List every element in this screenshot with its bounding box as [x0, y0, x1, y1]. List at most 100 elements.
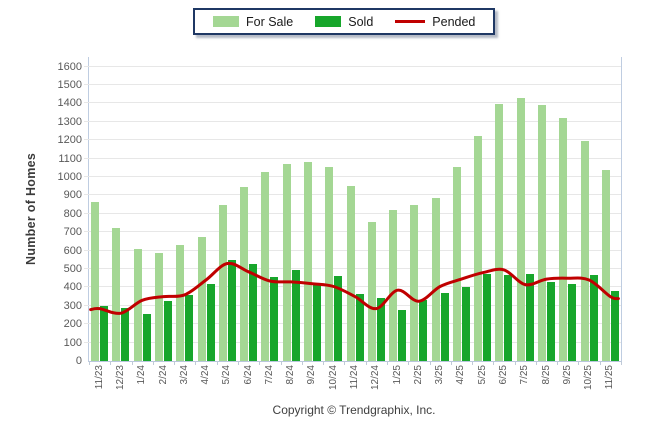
x-axis-tick [238, 361, 239, 365]
pended-line-path [89, 261, 620, 315]
x-axis-tick [152, 361, 154, 365]
bar-sold [461, 287, 470, 361]
bar-for-sale [601, 169, 610, 361]
x-tick-label: 7/24 [263, 365, 275, 385]
x-tick-label: 4/25 [455, 365, 467, 385]
bar-for-sale [325, 166, 334, 361]
y-tick-label: 1600 [57, 60, 82, 73]
pended-line-swatch [395, 20, 426, 23]
bar-for-sale [410, 204, 419, 361]
x-tick-label: 11/23 [93, 365, 105, 390]
bar-sold [142, 314, 151, 361]
y-tick-label: 400 [63, 281, 82, 294]
gridline [84, 120, 621, 122]
bar-sold [419, 300, 428, 361]
y-tick-label: 1300 [57, 115, 82, 128]
x-tick-label: 4/24 [200, 365, 211, 385]
gridline [84, 157, 621, 159]
y-tick-label: 700 [63, 226, 82, 239]
x-axis-tick [557, 361, 559, 365]
y-tick-label: 1000 [57, 171, 82, 183]
plot-area [84, 57, 622, 365]
x-tick-label: 8/24 [285, 365, 297, 385]
x-axis-tick [110, 361, 112, 365]
x-axis-tick [429, 361, 431, 365]
x-axis-tick [535, 361, 537, 365]
bar-sold [312, 284, 321, 361]
y-tick-label: 1500 [57, 79, 82, 91]
y-tick-label: 100 [63, 336, 82, 349]
bar-sold [227, 259, 236, 361]
bar-for-sale [346, 186, 355, 361]
x-tick-label: 1/24 [136, 365, 148, 385]
bar-for-sale [474, 135, 483, 361]
bar-for-sale [516, 97, 525, 361]
x-tick-label: 10/25 [583, 365, 595, 391]
x-tick-label: 6/25 [498, 365, 509, 385]
bar-for-sale [431, 198, 440, 361]
bar-sold [334, 276, 343, 361]
x-tick-label: 5/24 [221, 365, 233, 385]
bar-sold [483, 273, 492, 361]
bar-sold [547, 281, 555, 361]
bar-sold [610, 291, 619, 361]
bar-for-sale [154, 253, 163, 361]
x-axis-tick [578, 361, 580, 365]
bar-for-sale [303, 162, 312, 361]
gridline [84, 176, 621, 177]
x-axis-tick [365, 361, 367, 365]
bar-sold [185, 294, 194, 361]
x-tick-label: 9/24 [306, 365, 318, 385]
y-tick-label: 0 [75, 355, 82, 367]
y-tick-label: 1400 [57, 97, 82, 110]
bar-sold [206, 283, 215, 361]
bar-for-sale [133, 248, 142, 361]
x-tick-label: 1/25 [391, 365, 403, 385]
bar-for-sale [580, 141, 589, 361]
bar-sold [270, 277, 279, 361]
x-tick-label: 12/23 [114, 365, 126, 391]
x-axis-tick [301, 361, 303, 365]
y-tick-label: 200 [63, 318, 82, 331]
x-axis-tick [514, 361, 516, 365]
bar-for-sale [112, 227, 121, 361]
x-tick-label: 8/25 [540, 365, 552, 385]
y-tick-label: 1100 [58, 152, 82, 165]
x-axis-tick [472, 361, 473, 365]
legend-label-for-sale: For Sale [246, 14, 294, 29]
bar-for-sale [197, 236, 206, 361]
x-axis-tick [408, 361, 410, 365]
bar-for-sale [495, 104, 504, 361]
x-tick-label: 6/24 [242, 365, 254, 385]
x-axis-tick [216, 361, 218, 365]
bar-for-sale [538, 105, 546, 361]
x-axis-tick [493, 361, 495, 365]
gridline [84, 139, 621, 141]
x-tick-label: 12/24 [370, 365, 382, 391]
x-tick-label: 3/24 [178, 365, 190, 385]
gridline [84, 65, 621, 67]
x-axis-tick [344, 361, 346, 365]
bar-sold [504, 275, 513, 361]
bar-sold [355, 293, 364, 361]
legend-box: For Sale Sold Pended [193, 8, 496, 35]
bar-sold [440, 292, 449, 361]
bar-sold [291, 269, 300, 361]
bar-for-sale [559, 118, 568, 361]
bar-for-sale [389, 210, 397, 361]
x-axis-tick [280, 361, 282, 365]
x-axis-tick [450, 361, 452, 365]
gridline [84, 84, 621, 85]
x-tick-label: 2/25 [412, 365, 424, 385]
x-tick-label: 2/24 [157, 365, 169, 385]
bar-sold [589, 274, 598, 361]
x-axis-tick [259, 361, 261, 365]
x-axis-tick [621, 361, 622, 365]
x-tick-label: 11/25 [604, 365, 616, 390]
bar-sold [376, 298, 385, 361]
bar-sold [163, 301, 172, 361]
x-axis-tick [323, 361, 325, 365]
y-tick-label: 800 [63, 207, 82, 220]
x-tick-label: 7/25 [519, 365, 531, 385]
y-tick-label: 300 [63, 299, 82, 312]
